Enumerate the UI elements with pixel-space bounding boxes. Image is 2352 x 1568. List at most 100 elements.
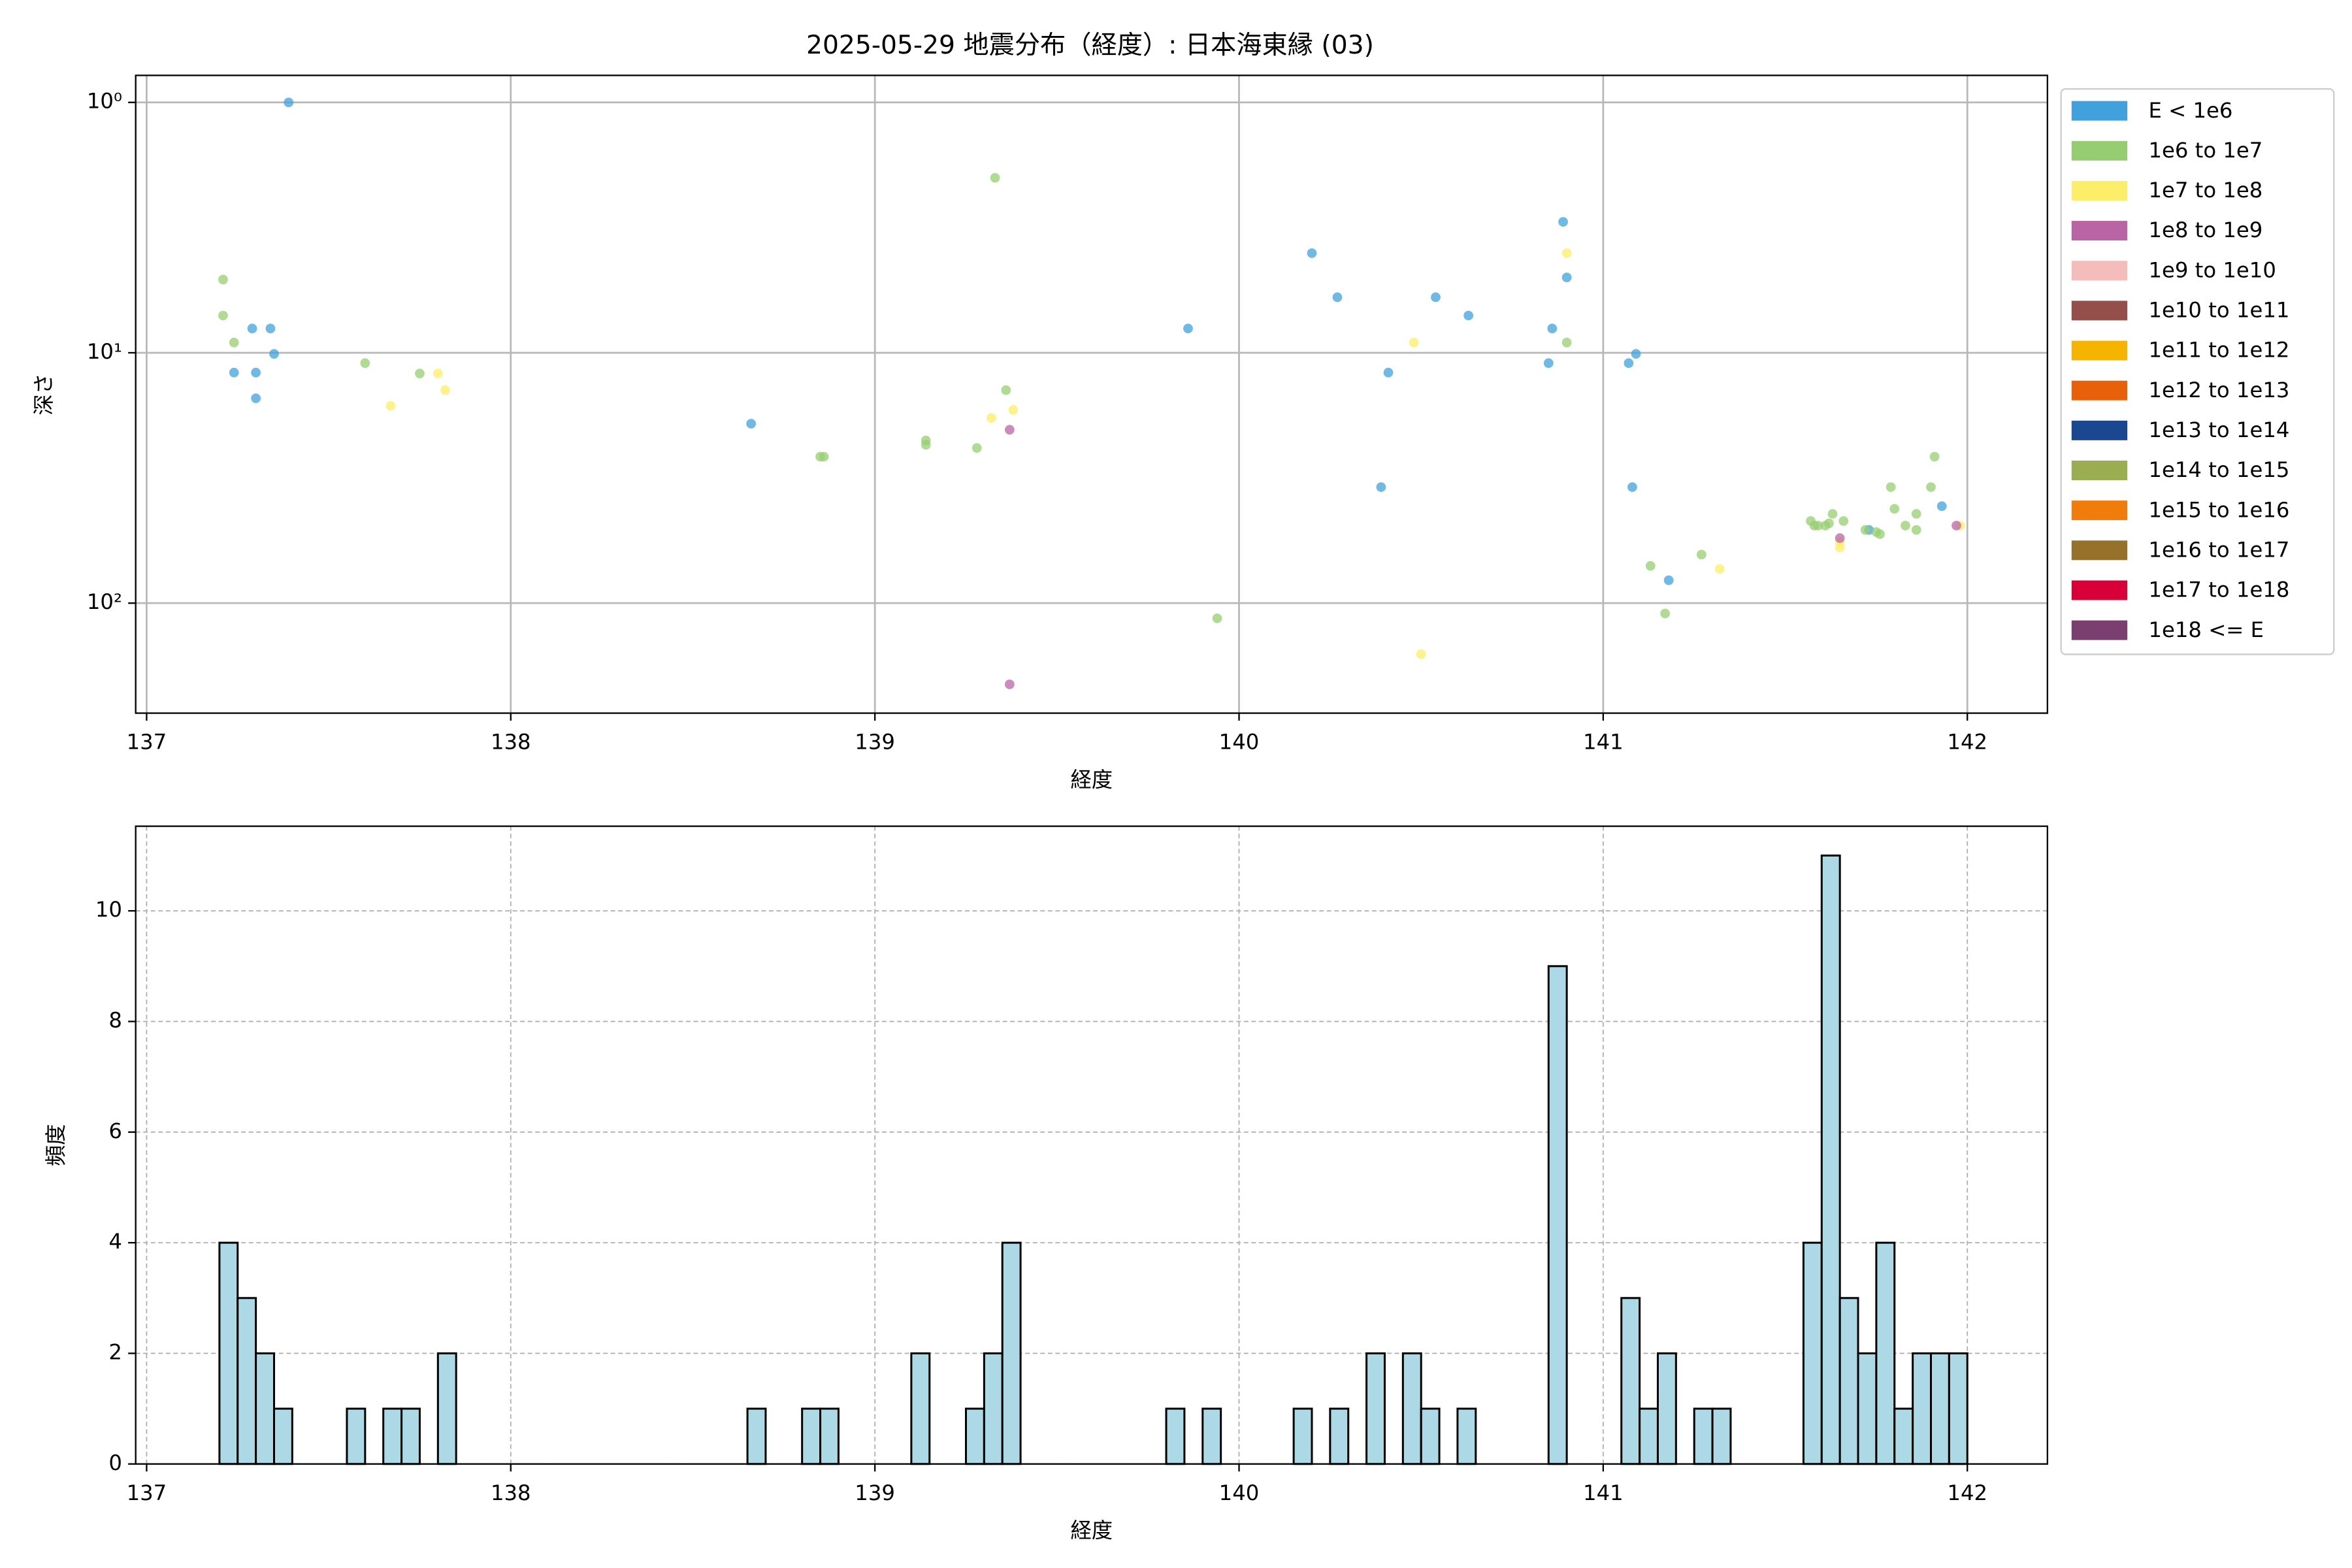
histogram-bar	[1201, 1407, 1222, 1465]
scatter-point	[265, 323, 276, 334]
scatter-point	[1212, 613, 1222, 623]
legend-label: 1e15 to 1e16	[2148, 497, 2289, 522]
histogram-bar	[400, 1407, 421, 1465]
y-tick-label: 2	[108, 1339, 122, 1364]
histogram-bar	[1820, 854, 1841, 1465]
scatter-point	[1889, 504, 1900, 514]
scatter-point	[1332, 292, 1343, 302]
histogram-bar	[1711, 1407, 1732, 1465]
y-tick-label: 10¹	[87, 339, 122, 364]
scatter-point	[987, 413, 996, 423]
scatter-point	[251, 393, 261, 404]
x-axis-label: 経度	[1070, 767, 1113, 792]
scatter-point	[1860, 525, 1870, 535]
axes-frame	[135, 825, 2048, 1465]
legend-label: 1e14 to 1e15	[2148, 457, 2289, 482]
scatter-point	[1409, 337, 1419, 348]
scatter-point	[1926, 482, 1936, 492]
scatter-point	[1561, 337, 1572, 348]
x-tick-label: 142	[1947, 730, 1987, 755]
scatter-point	[1624, 358, 1634, 368]
histogram-bar	[983, 1352, 1004, 1465]
scatter-point	[385, 400, 396, 411]
scatter-point	[1001, 385, 1011, 395]
histogram-bar	[1838, 1297, 1859, 1465]
histogram-bar	[255, 1352, 275, 1465]
scatter-point	[1008, 404, 1019, 415]
legend-swatch	[2071, 340, 2128, 361]
legend-swatch	[2071, 620, 2128, 640]
x-tick-label: 141	[1583, 730, 1624, 755]
scatter-point	[1952, 521, 1961, 531]
histogram-bar	[346, 1407, 367, 1465]
legend-label: 1e6 to 1e7	[2148, 138, 2262, 163]
scatter-point	[990, 172, 1000, 183]
legend-label: 1e13 to 1e14	[2148, 417, 2289, 442]
y-tick-label: 0	[108, 1450, 122, 1475]
histogram-bar	[1001, 1241, 1022, 1465]
histogram-bar	[819, 1407, 840, 1465]
legend-label: 1e9 to 1e10	[2148, 257, 2276, 282]
scatter-point	[1936, 501, 1947, 512]
histogram-bar	[272, 1407, 293, 1465]
scatter-point	[1431, 292, 1441, 302]
histogram-bar	[1620, 1297, 1641, 1465]
x-axis-label: 経度	[1070, 1518, 1113, 1543]
histogram-bar	[801, 1407, 822, 1465]
scatter-point	[1183, 323, 1193, 334]
scatter-point	[229, 367, 239, 378]
legend-swatch	[2071, 261, 2128, 281]
scatter-point	[921, 440, 931, 450]
histogram-bar	[746, 1407, 767, 1465]
histogram-bar	[1165, 1407, 1186, 1465]
histogram-bar	[1639, 1407, 1659, 1465]
x-tick-label: 141	[1583, 1480, 1624, 1505]
legend-label: 1e18 <= E	[2148, 617, 2264, 642]
chart-title: 2025-05-29 地震分布（経度）: 日本海東縁 (03)	[806, 31, 1374, 60]
scatter-point	[1824, 518, 1834, 529]
histogram-bar	[910, 1352, 931, 1465]
scatter-point	[218, 274, 228, 285]
scatter-point	[269, 349, 279, 359]
scatter-point	[1696, 549, 1707, 560]
scatter-point	[1929, 451, 1940, 462]
scatter-point	[1660, 608, 1671, 619]
scatter-point	[433, 368, 443, 379]
scatter-point	[1383, 367, 1394, 378]
scatter-point	[1376, 482, 1386, 492]
legend-label: 1e17 to 1e18	[2148, 578, 2289, 602]
histogram-bar	[1912, 1352, 1932, 1465]
legend-label: 1e7 to 1e8	[2148, 178, 2262, 203]
legend-swatch	[2071, 420, 2128, 440]
scatter-point	[247, 323, 257, 334]
x-tick-label: 139	[855, 730, 895, 755]
scatter-point	[1631, 349, 1641, 359]
x-tick-label: 140	[1219, 1480, 1260, 1505]
scatter-point	[1543, 358, 1554, 368]
legend-label: E < 1e6	[2148, 98, 2232, 123]
y-tick-label: 6	[108, 1119, 122, 1143]
histogram-bar	[1292, 1407, 1313, 1465]
y-tick-label: 10⁰	[87, 89, 122, 114]
legend-label: 1e16 to 1e17	[2148, 537, 2289, 562]
scatter-point	[1561, 248, 1572, 258]
histogram-bar	[1365, 1352, 1386, 1465]
histogram-bar	[1875, 1241, 1896, 1465]
scatter-point	[1558, 217, 1568, 227]
scatter-point	[1901, 521, 1910, 531]
y-tick-label: 10²	[87, 589, 122, 614]
histogram-bar	[382, 1407, 403, 1465]
legend-label: 1e12 to 1e13	[2148, 378, 2289, 402]
legend-frame	[2060, 88, 2335, 655]
y-tick-label: 10	[95, 897, 122, 922]
scatter-point	[1714, 564, 1725, 574]
scatter-point	[1004, 425, 1015, 435]
x-tick-label: 138	[491, 730, 531, 755]
histogram-bar	[1329, 1407, 1350, 1465]
scatter-point	[1004, 679, 1015, 689]
histogram-bar	[1802, 1241, 1823, 1465]
scatter-point	[1663, 575, 1674, 585]
legend-label: 1e10 to 1e11	[2148, 298, 2289, 323]
x-tick-label: 138	[491, 1480, 531, 1505]
scatter-point	[415, 368, 425, 379]
